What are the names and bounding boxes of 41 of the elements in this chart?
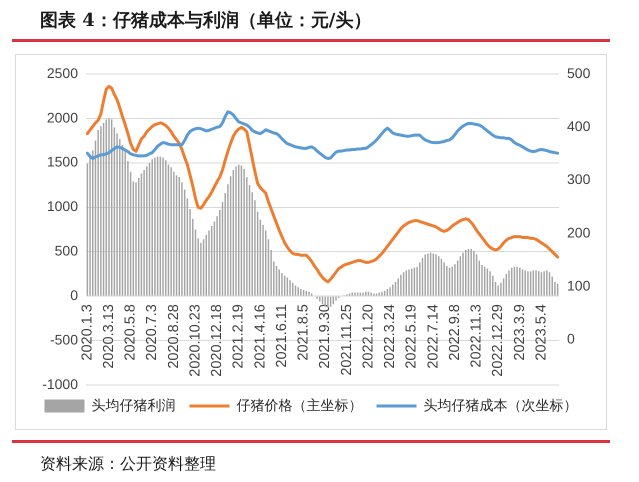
y-tick-label: -500 bbox=[50, 331, 78, 348]
y2-tick-label: 200 bbox=[567, 224, 591, 240]
x-tick-label: 2022.7.14 bbox=[425, 304, 442, 369]
x-tick-label: 2021.9.30 bbox=[317, 304, 334, 369]
x-tick-label: 2022.1.20 bbox=[360, 304, 376, 369]
x-tick-label: 2020.12.18 bbox=[209, 304, 226, 377]
x-tick-label: 2021.6.11 bbox=[274, 304, 290, 368]
y-tick-label: 1000 bbox=[46, 198, 78, 214]
x-tick-label: 2023.3.9 bbox=[512, 304, 528, 361]
y2-tick-label: 300 bbox=[567, 171, 591, 188]
x-tick-label: 2021.11.25 bbox=[338, 304, 355, 376]
y2-tick-label: 400 bbox=[567, 118, 591, 134]
y2-tick-label: 0 bbox=[567, 330, 575, 347]
legend-label: 头均仔猪利润 bbox=[92, 396, 176, 413]
x-tick-label: 2020.1.3 bbox=[79, 304, 96, 361]
y-tick-label: 0 bbox=[70, 287, 78, 303]
y-tick-label: 2000 bbox=[46, 109, 78, 126]
y-tick-label: 2500 bbox=[46, 64, 78, 81]
x-tick-label: 2021.8.5 bbox=[296, 304, 312, 361]
x-tick-label: 2020.8.28 bbox=[166, 304, 182, 369]
y-tick-label: 500 bbox=[54, 242, 78, 259]
x-tick-label: 2020.3.13 bbox=[100, 304, 117, 369]
x-tick-label: 2022.3.24 bbox=[382, 304, 398, 369]
legend-label: 仔猪价格（主坐标） bbox=[236, 396, 362, 413]
x-tick-label: 2022.12.29 bbox=[490, 304, 506, 377]
text: 资料来源：公开资料整理 bbox=[40, 453, 216, 475]
chart-title: 图表 4：仔猪成本与利润（单位：元/头） bbox=[40, 9, 372, 33]
x-tick-label: 2022.11.3 bbox=[468, 304, 485, 368]
x-tick-label: 2022.5.19 bbox=[404, 304, 420, 369]
x-tick-label: 2020.10.23 bbox=[187, 304, 204, 377]
x-tick-label: 2023.5.4 bbox=[533, 304, 550, 361]
x-tick-label: 2022.9.8 bbox=[446, 304, 463, 361]
y-tick-label: 1500 bbox=[46, 154, 78, 170]
x-tick-label: 2021.2.19 bbox=[230, 304, 247, 369]
y-tick-label: -1000 bbox=[42, 376, 78, 392]
legend-label: 头均仔猪成本（次坐标） bbox=[424, 396, 578, 413]
x-tick-label: 2020.7.3 bbox=[144, 304, 160, 361]
y2-tick-label: 100 bbox=[567, 278, 591, 294]
x-tick-label: 2021.4.16 bbox=[252, 304, 268, 369]
y2-tick-label: 500 bbox=[567, 64, 591, 81]
x-tick-label: 2020.5.8 bbox=[122, 304, 139, 361]
